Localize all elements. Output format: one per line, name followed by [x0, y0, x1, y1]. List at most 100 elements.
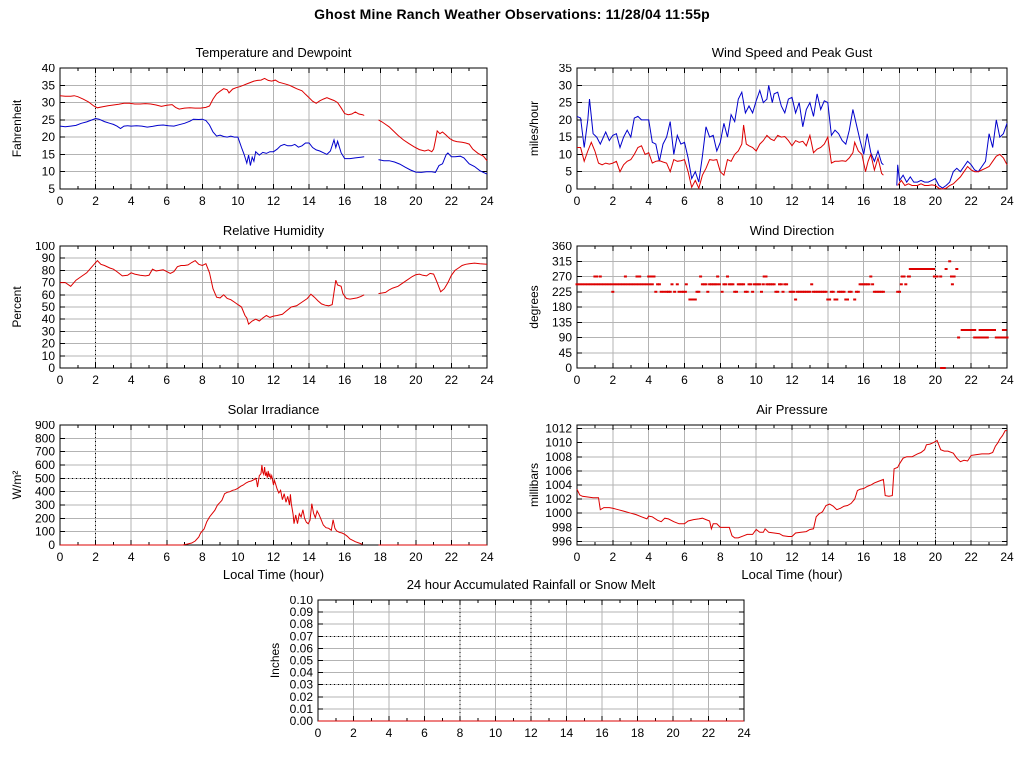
y-tick-label: 0: [48, 361, 55, 375]
x-tick-label: 6: [681, 194, 688, 208]
x-tick-label: 4: [128, 194, 135, 208]
relative-humidity-plot: 0 2 4 6 8 10 12 14 16 18 20 22 240102030405060708090…: [10, 242, 494, 387]
y-tick-label: 1002: [545, 492, 572, 506]
x-tick-label: 8: [199, 373, 206, 387]
page-title: Ghost Mine Ranch Weather Observations: 1…: [314, 6, 710, 22]
y-tick-label: 35: [559, 64, 573, 75]
y-tick-label: 500: [35, 471, 55, 485]
y-tick-label: 20: [559, 113, 573, 127]
x-tick-label: 4: [128, 373, 135, 387]
y-tick-label: 1012: [545, 422, 572, 436]
x-tick-label: 16: [595, 726, 609, 740]
y-tick-label: 0.08: [290, 617, 314, 631]
y-tick-label: 100: [35, 242, 55, 253]
x-tick-label: 8: [457, 726, 464, 740]
x-tick-label: 18: [893, 194, 907, 208]
y-tick-label: 998: [552, 520, 572, 534]
series-temperature: [59, 77, 488, 162]
y-tick-label: 400: [35, 485, 55, 499]
x-tick-label: 20: [409, 373, 423, 387]
y-tick-label: 315: [552, 254, 572, 268]
x-tick-label: 2: [609, 550, 616, 564]
y-tick-label: 70: [42, 276, 56, 290]
x-tick-label: 16: [857, 373, 871, 387]
y-axis-label: millibars: [527, 463, 541, 507]
x-tick-label: 12: [785, 550, 799, 564]
y-tick-label: 50: [42, 300, 56, 314]
x-tick-label: 20: [929, 194, 943, 208]
x-tick-label: 24: [1000, 373, 1014, 387]
x-tick-label: 24: [737, 726, 751, 740]
x-tick-label: 12: [785, 194, 799, 208]
x-tick-label: 2: [92, 373, 99, 387]
y-tick-label: 1006: [545, 464, 572, 478]
x-tick-label: 16: [338, 550, 352, 564]
chart-title-pressure: Air Pressure: [756, 402, 828, 417]
series-wind-direction: [575, 260, 1009, 369]
y-tick-label: 10: [42, 349, 56, 363]
wind-direction-chart: Wind Direction 0 2 4 6 8 10 12 14 16 18 20 22 24 0 45 9…: [527, 222, 1017, 390]
x-tick-label: 20: [929, 373, 943, 387]
y-tick-label: 25: [42, 113, 56, 127]
y-tick-label: 700: [35, 445, 55, 459]
x-tick-label: 14: [821, 550, 835, 564]
x-tick-label: 22: [964, 550, 978, 564]
x-tick-label: 6: [421, 726, 428, 740]
wind-speed-gust-chart: Wind Speed and Peak Gust 0 2 4 6 8 10 12 14 16 18…: [527, 44, 1017, 211]
y-tick-label: 0: [565, 182, 572, 196]
y-tick-label: 20: [42, 337, 56, 351]
y-tick-label: 30: [42, 324, 56, 338]
x-axis-label-solar: Local Time (hour): [222, 567, 325, 582]
x-tick-label: 4: [645, 194, 652, 208]
y-tick-label: 5: [565, 165, 572, 179]
y-tick-label: 10: [42, 165, 56, 179]
y-axis-label: W/m²: [10, 471, 24, 500]
y-tick-label: 25: [559, 96, 573, 110]
x-tick-label: 16: [857, 194, 871, 208]
temperature-dewpoint-plot: 0 2 4 6 8 10 12 14 16 18 20 22 24510152025303540Fahr…: [10, 64, 494, 208]
y-tick-label: 1008: [545, 450, 572, 464]
x-tick-label: 0: [574, 373, 581, 387]
series-relative-humidity: [60, 259, 488, 325]
x-tick-label: 10: [749, 550, 763, 564]
y-tick-label: 30: [559, 78, 573, 92]
y-tick-label: 0.00: [290, 714, 314, 728]
y-tick-label: 0.04: [290, 666, 314, 680]
x-tick-label: 14: [302, 373, 316, 387]
x-tick-label: 10: [489, 726, 503, 740]
y-tick-label: 1010: [545, 436, 572, 450]
chart-title-rainfall: 24 hour Accumulated Rainfall or Snow Mel…: [406, 577, 656, 592]
x-tick-label: 24: [480, 194, 494, 208]
y-tick-label: 20: [42, 130, 56, 144]
y-tick-label: 100: [35, 525, 55, 539]
chart-title-solar: Solar Irradiance: [227, 402, 320, 417]
y-tick-label: 225: [552, 285, 572, 299]
y-tick-label: 1004: [545, 478, 572, 492]
x-tick-label: 0: [574, 550, 581, 564]
solar-irradiance-plot: 0 2 4 6 8 10 12 14 16 18 20 22 240100200300400500600…: [10, 421, 494, 564]
wind-direction-plot: 0 2 4 6 8 10 12 14 16 18 20 22 240459013518022527031…: [527, 242, 1014, 387]
x-tick-label: 14: [560, 726, 574, 740]
y-tick-label: 40: [42, 64, 56, 75]
series-air-pressure: [576, 430, 1007, 539]
x-tick-label: 2: [609, 194, 616, 208]
x-tick-label: 24: [1000, 194, 1014, 208]
y-tick-label: 60: [42, 288, 56, 302]
air-pressure-plot: 0 2 4 6 8 10 12 14 16 18 20 22 249969981000100210041…: [527, 422, 1014, 564]
x-tick-label: 22: [964, 373, 978, 387]
x-tick-label: 14: [821, 373, 835, 387]
x-tick-label: 4: [128, 550, 135, 564]
y-tick-label: 996: [552, 534, 572, 548]
x-tick-label: 8: [199, 550, 206, 564]
y-tick-label: 0.01: [290, 702, 314, 716]
chart-title-temperature: Temperature and Dewpoint: [195, 45, 352, 60]
y-tick-label: 200: [35, 511, 55, 525]
x-tick-label: 18: [893, 550, 907, 564]
x-tick-label: 2: [350, 726, 357, 740]
x-tick-label: 22: [445, 373, 459, 387]
x-tick-label: 22: [702, 726, 716, 740]
rainfall-plot: 0 2 4 6 8 10 12 14 16 18 20 22 240.000.010.020.030.0…: [268, 596, 751, 740]
y-tick-label: 360: [552, 242, 572, 253]
x-tick-label: 24: [1000, 550, 1014, 564]
